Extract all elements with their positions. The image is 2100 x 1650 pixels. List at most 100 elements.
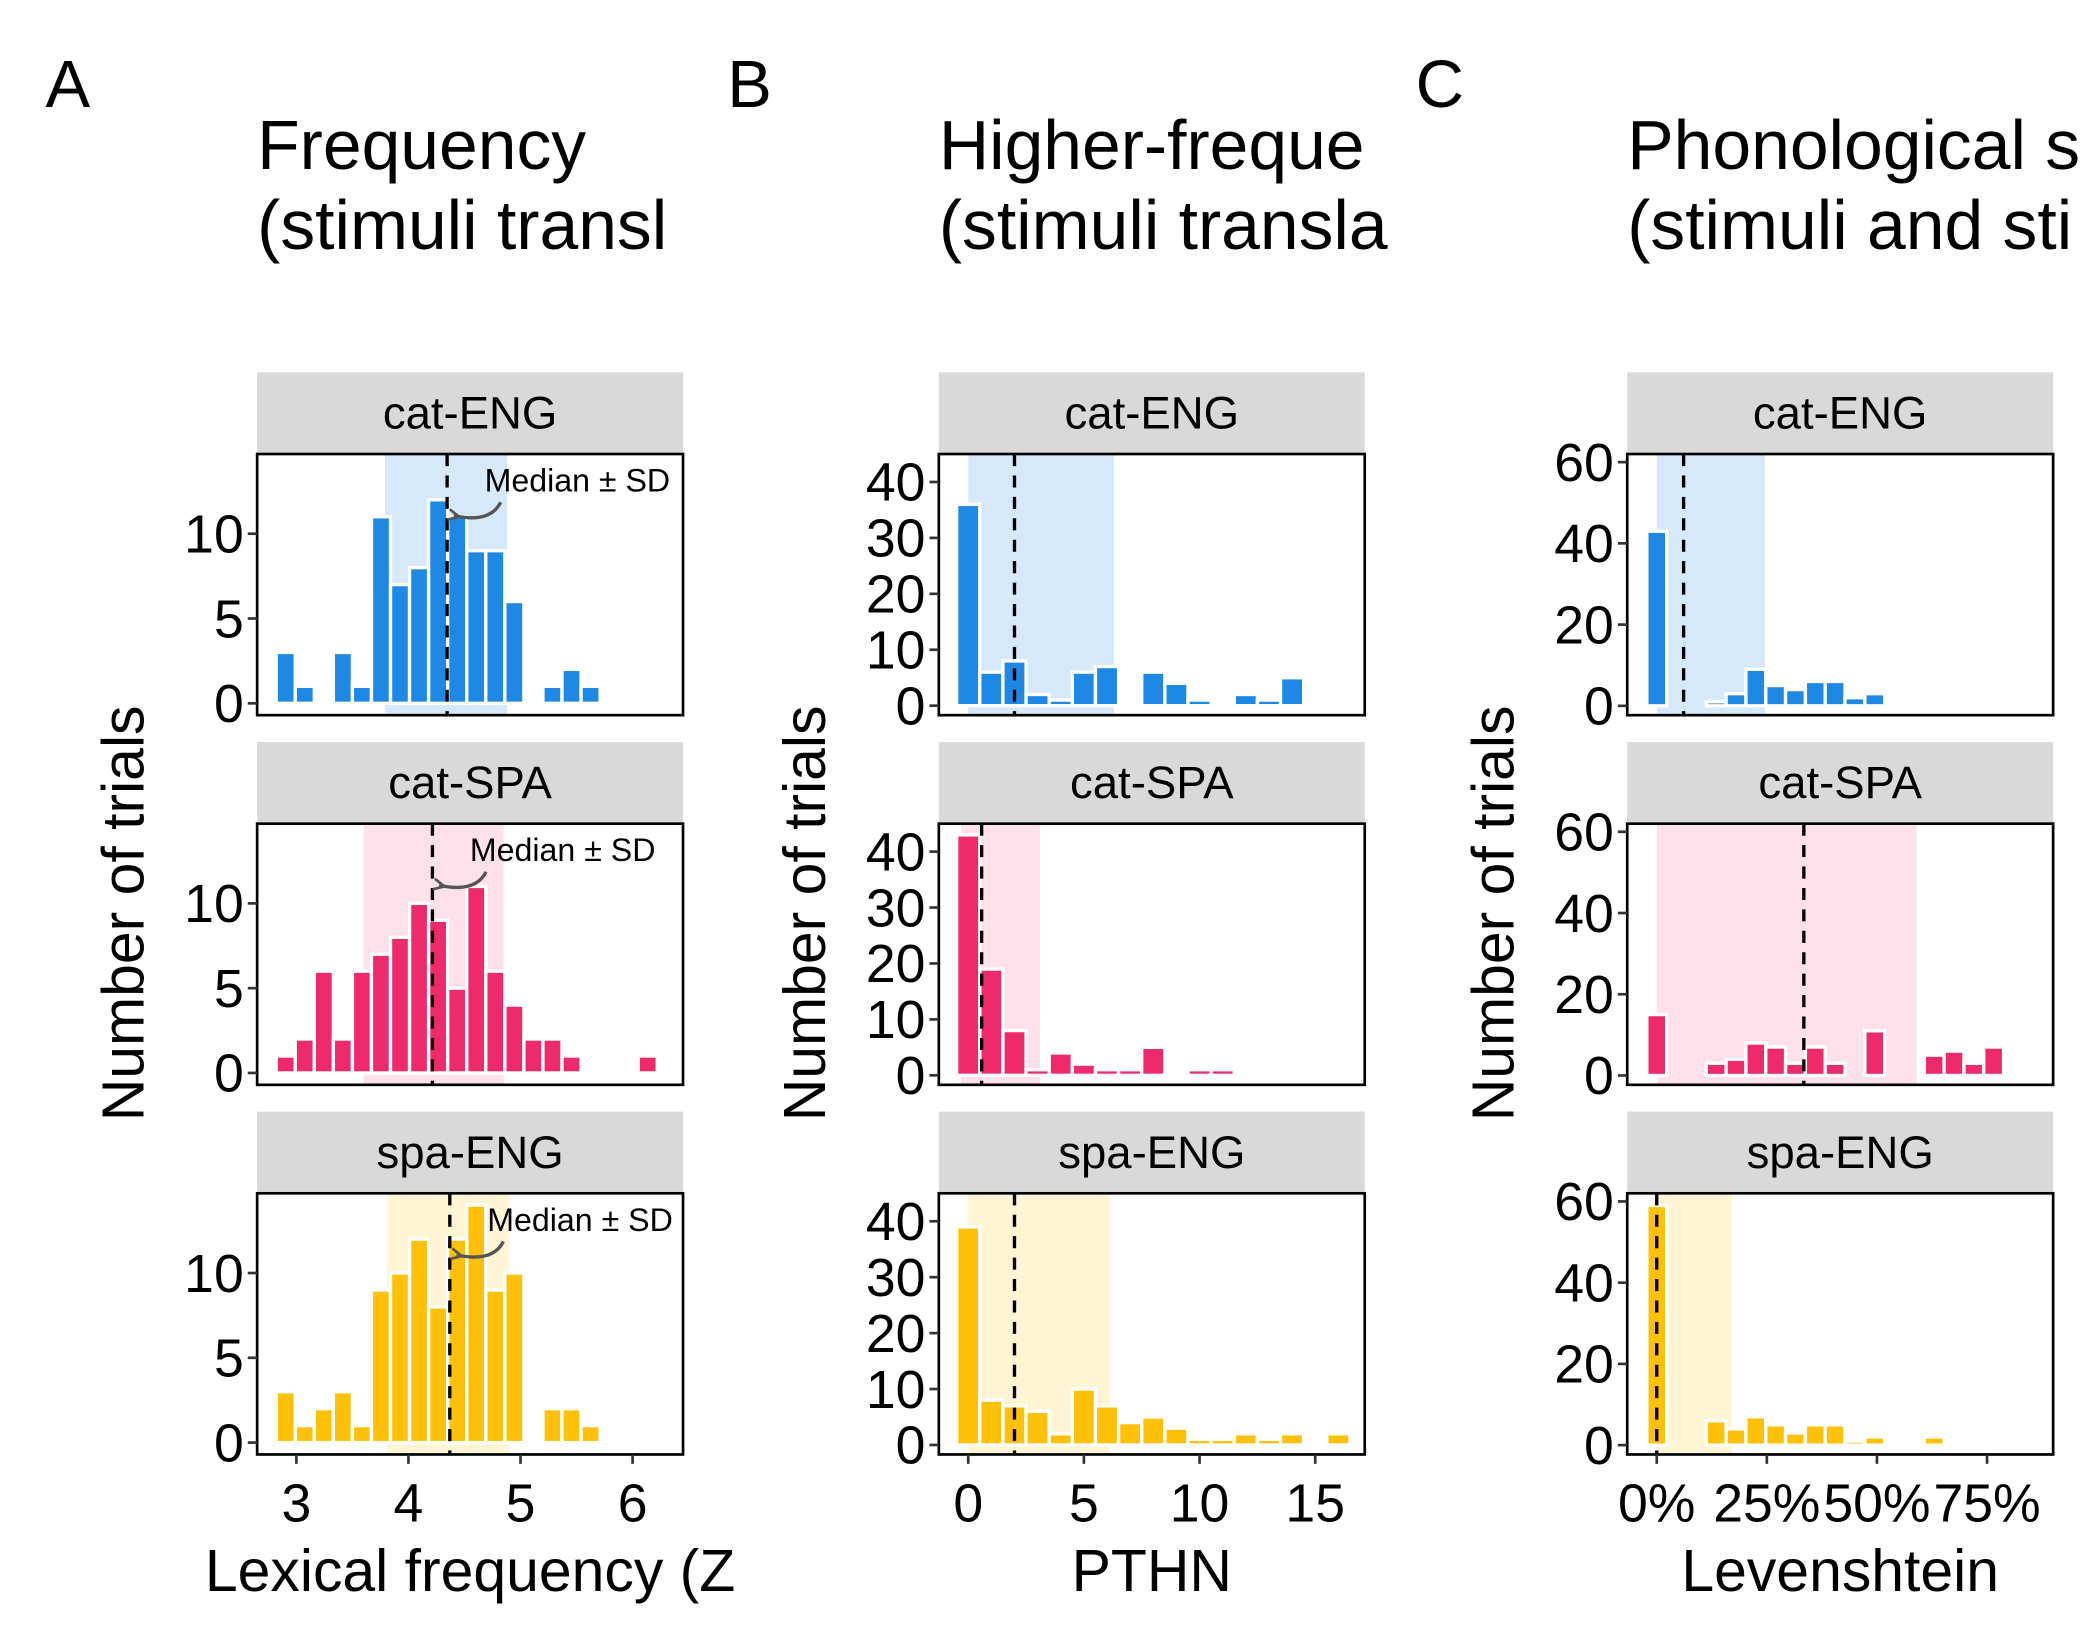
y-tick-label: 5 — [214, 960, 244, 1019]
annotation-arrow — [456, 1240, 505, 1258]
y-tick-label: 60 — [1554, 434, 1614, 493]
histogram-bar — [1047, 1432, 1074, 1447]
plot-border — [937, 1191, 1367, 1456]
histogram-bar — [1744, 1041, 1768, 1078]
histogram-bar — [1863, 1435, 1887, 1447]
x-tick-label: 75% — [1933, 1474, 2040, 1533]
histogram-bar — [560, 667, 583, 705]
histogram-bar — [1764, 1423, 1788, 1447]
y-tick-label: 0 — [896, 677, 926, 736]
histogram-bar — [1001, 1028, 1028, 1077]
histogram-bar — [312, 969, 336, 1075]
histogram-bar — [1232, 1432, 1260, 1447]
histogram-bar — [274, 1054, 297, 1075]
facet-strip — [257, 1111, 684, 1192]
plot-border — [1625, 1191, 2055, 1456]
histogram-bar — [484, 549, 507, 705]
histogram-bar — [293, 1423, 316, 1445]
x-axis-title: Lexical frequency (Z — [205, 1539, 735, 1604]
histogram-bar — [503, 1271, 526, 1445]
histogram-bar — [1255, 698, 1283, 708]
facet-label: cat-ENG — [1065, 388, 1240, 439]
histogram-bar — [636, 1054, 659, 1075]
histogram-bar — [1047, 1051, 1074, 1077]
histogram-bar — [1278, 1432, 1306, 1447]
y-tick-label: 40 — [866, 454, 926, 513]
histogram-bar — [579, 1423, 602, 1445]
histogram-bar — [541, 684, 564, 705]
histogram-bar — [1843, 1439, 1867, 1447]
y-tick-label: 0 — [896, 1047, 926, 1106]
histogram-bar — [1001, 659, 1028, 708]
x-tick-label: 10 — [1170, 1474, 1230, 1533]
histogram-bar — [1922, 1435, 1946, 1447]
y-tick-label: 0 — [1584, 678, 1614, 737]
facet-strip — [1627, 741, 2054, 823]
y-tick-label: 0 — [214, 1414, 244, 1473]
histogram-bar — [1823, 1061, 1847, 1078]
facet-strip — [938, 1111, 1365, 1192]
panel-title: (stimuli and sti — [1627, 186, 2072, 264]
histogram-bar — [1070, 1387, 1098, 1447]
plot-border — [255, 1191, 685, 1456]
histogram-bar — [1024, 1068, 1051, 1077]
panel-letter: A — [46, 47, 91, 122]
histogram-bar — [1140, 1415, 1167, 1447]
histogram-bar — [1325, 1432, 1352, 1447]
histogram-bar — [1764, 1045, 1788, 1078]
histogram-bar — [1255, 1437, 1283, 1447]
histogram-bar — [1163, 1426, 1190, 1447]
histogram-bar — [1704, 700, 1728, 708]
histogram-bar — [465, 1203, 488, 1445]
histogram-bar — [560, 1054, 583, 1075]
x-tick-label: 5 — [506, 1474, 536, 1533]
histogram-bar — [1093, 1404, 1121, 1447]
facet-plot — [1645, 1193, 1946, 1455]
facet-strip — [1627, 1111, 2054, 1192]
histogram-bar — [1744, 1415, 1768, 1447]
panel-title: (stimuli transl — [257, 186, 667, 264]
facet-label: cat-ENG — [1753, 388, 1928, 439]
histogram-bar — [503, 599, 526, 705]
histogram-bar — [954, 1225, 982, 1447]
histogram-bar — [978, 967, 1005, 1077]
histogram-bar — [445, 986, 469, 1075]
facet-plot — [1645, 454, 1887, 716]
y-tick-label: 20 — [866, 935, 926, 994]
facet-label: spa-ENG — [376, 1127, 563, 1178]
y-tick-label: 20 — [1554, 966, 1614, 1025]
histogram-bar — [522, 1037, 545, 1075]
histogram-bar — [1724, 691, 1748, 708]
facet-plot — [1645, 823, 2006, 1085]
y-tick-label: 10 — [184, 1245, 244, 1304]
histogram-bar — [1186, 1068, 1213, 1077]
x-tick-label: 50% — [1823, 1474, 1930, 1533]
histogram-bar — [274, 650, 297, 705]
histogram-bar — [1942, 1049, 1966, 1078]
annotation: Median ± SD — [470, 832, 655, 868]
histogram-bar — [1724, 1427, 1748, 1447]
facet-plot — [954, 1193, 1352, 1455]
y-axis-title: Number of trials — [91, 706, 156, 1122]
histogram-bar — [954, 502, 982, 708]
histogram-bar — [274, 1390, 297, 1445]
histogram-bar — [1863, 1029, 1887, 1078]
x-tick-label: 4 — [394, 1474, 424, 1533]
histogram-bar — [1783, 1431, 1808, 1447]
histogram-bar — [350, 1423, 374, 1445]
histogram-bar — [331, 1037, 355, 1075]
y-axis-title: Number of trials — [1461, 706, 1526, 1122]
histogram-bar — [1744, 667, 1768, 708]
histogram-bar — [293, 1037, 316, 1075]
histogram-bar — [978, 670, 1005, 708]
plot-border — [1625, 452, 2055, 717]
histogram-bar — [1962, 1061, 1986, 1078]
annotation-arrow — [454, 501, 503, 518]
histogram-bar — [579, 684, 602, 705]
y-tick-label: 40 — [866, 823, 926, 882]
histogram-bar — [1140, 1045, 1167, 1077]
histogram-bar — [369, 1288, 393, 1445]
histogram-bar — [1116, 1420, 1144, 1447]
histogram-bar — [1209, 1437, 1236, 1447]
histogram-bar — [331, 650, 355, 705]
